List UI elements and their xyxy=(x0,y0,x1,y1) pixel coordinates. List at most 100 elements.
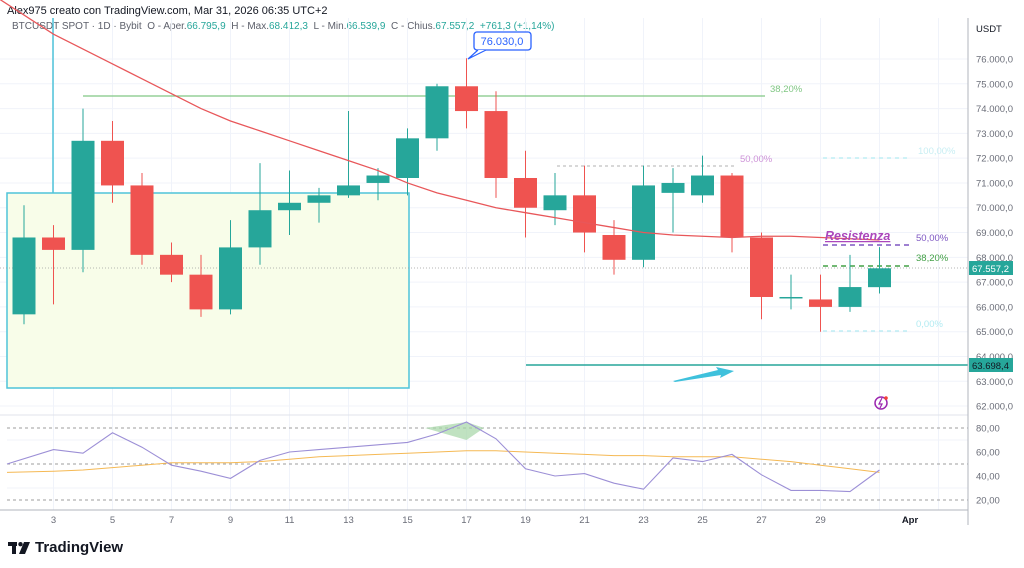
candle-body[interactable] xyxy=(278,202,301,211)
fib-100-label: 100,00% xyxy=(918,146,956,157)
tradingview-logo-icon xyxy=(8,541,30,554)
time-tick: 17 xyxy=(461,515,472,526)
interval[interactable]: 1D xyxy=(97,21,111,32)
price-tick: 70.000,0 xyxy=(976,203,1013,214)
price-tick: 64.000,0 xyxy=(976,352,1013,363)
candle-body[interactable] xyxy=(71,140,95,250)
price-tick: 72.000,0 xyxy=(976,154,1013,165)
time-axis[interactable]: 3 5 7 9 11 13 15 17 19 21 23 25 27 29 Apr xyxy=(51,515,919,526)
candle-body[interactable] xyxy=(12,237,36,315)
rsi-tick: 80,00 xyxy=(976,424,1000,435)
candle-body[interactable] xyxy=(130,185,154,255)
tradingview-logo[interactable]: TradingView xyxy=(8,539,123,556)
rsi-ma-line[interactable] xyxy=(6,450,880,473)
candle-body[interactable] xyxy=(484,111,508,178)
time-tick: 19 xyxy=(520,515,531,526)
high-label: H - Max. xyxy=(231,21,269,32)
candle-body[interactable] xyxy=(632,185,655,260)
rsi-tick: 20,00 xyxy=(976,496,1000,507)
time-tick: 21 xyxy=(579,515,590,526)
change-value: +761,3 (+1,14%) xyxy=(479,21,555,32)
time-tick: 3 xyxy=(51,515,56,526)
candle-body[interactable] xyxy=(661,182,685,193)
open-value: 66.795,9 xyxy=(186,21,226,32)
candle-body[interactable] xyxy=(455,86,478,112)
candle-body[interactable] xyxy=(337,185,360,196)
high-callout[interactable]: 76.030,0 xyxy=(467,31,532,60)
rsi-tick: 60,00 xyxy=(976,448,1000,459)
rsi-overbought-fill xyxy=(425,422,484,440)
fib-0-label: 0,00% xyxy=(916,319,943,330)
low-value: 66.539,9 xyxy=(346,21,386,32)
candle-body[interactable] xyxy=(602,235,626,260)
candle-body[interactable] xyxy=(838,287,862,307)
last-price-badge: 67.557,2 xyxy=(969,261,1013,275)
candle-body[interactable] xyxy=(720,175,744,238)
level-price-badge: 63.698,4 xyxy=(969,358,1013,372)
candle-body[interactable] xyxy=(425,86,449,139)
currency-label: USDT xyxy=(976,24,1002,35)
price-tick: 67.000,0 xyxy=(976,278,1013,289)
time-tick: Apr xyxy=(902,515,919,526)
candle-body[interactable] xyxy=(42,237,65,250)
moving-average-line[interactable] xyxy=(0,0,880,241)
candle-body[interactable] xyxy=(366,175,390,183)
candle-body[interactable] xyxy=(573,195,596,233)
rsi-tick: 40,00 xyxy=(976,472,1000,483)
close-label: C - Chius. xyxy=(390,21,436,32)
author-line: Alex975 creato con TradingView.com, Mar … xyxy=(7,5,328,17)
candle-body[interactable] xyxy=(307,195,331,203)
time-tick: 29 xyxy=(815,515,826,526)
price-tick: 69.000,0 xyxy=(976,228,1013,239)
price-tick: 76.000,0 xyxy=(976,55,1013,66)
time-tick: 9 xyxy=(228,515,233,526)
time-tick: 13 xyxy=(343,515,354,526)
symbol-name[interactable]: BTCUSDT SPOT xyxy=(12,21,89,32)
candle-body[interactable] xyxy=(189,274,213,310)
candle-body[interactable] xyxy=(543,195,567,211)
price-tick: 63.000,0 xyxy=(976,377,1013,388)
candle-body[interactable] xyxy=(219,247,242,310)
open-label: O - Aper. xyxy=(147,21,187,32)
low-label: L - Min. xyxy=(313,21,347,32)
price-axis[interactable]: 76.000,0 75.000,0 74.000,0 73.000,0 72.000,0… xyxy=(976,55,1013,413)
price-tick: 75.000,0 xyxy=(976,79,1013,90)
candle-body[interactable] xyxy=(750,237,773,297)
candlesticks xyxy=(12,58,891,332)
candle-body[interactable] xyxy=(101,140,124,186)
resistance-label[interactable]: Resistenza xyxy=(825,229,890,243)
price-tick: 74.000,0 xyxy=(976,104,1013,115)
level-price-text: 63.698,4 xyxy=(972,361,1009,372)
symbol-legend: BTCUSDT SPOT · 1D · Bybit O - Aper.66.79… xyxy=(12,21,555,32)
candle-body[interactable] xyxy=(396,138,419,178)
price-tick: 66.000,0 xyxy=(976,302,1013,313)
price-tick: 71.000,0 xyxy=(976,178,1013,189)
candle-body[interactable] xyxy=(779,296,803,299)
price-tick: 62.000,0 xyxy=(976,402,1013,413)
lightning-icon[interactable] xyxy=(874,396,888,410)
candle-body[interactable] xyxy=(809,299,832,307)
last-price-text: 67.557,2 xyxy=(972,264,1009,275)
price-tick: 73.000,0 xyxy=(976,129,1013,140)
close-value: 67.557,2 xyxy=(435,21,475,32)
rsi-axis[interactable]: 80,00 60,00 40,00 20,00 xyxy=(976,424,1000,507)
candle-body[interactable] xyxy=(248,210,272,248)
candle-body[interactable] xyxy=(160,254,183,275)
candle-body[interactable] xyxy=(514,177,537,208)
time-tick: 23 xyxy=(638,515,649,526)
fib-50-label: 50,00% xyxy=(916,233,949,244)
price-tick: 65.000,0 xyxy=(976,327,1013,338)
time-tick: 25 xyxy=(697,515,708,526)
high-callout-text: 76.030,0 xyxy=(481,36,524,48)
time-tick: 11 xyxy=(285,515,295,526)
logo-text: TradingView xyxy=(35,539,124,556)
candle-body[interactable] xyxy=(691,175,714,196)
fib-50-label-upper: 50,00% xyxy=(740,154,773,165)
exchange: Bybit xyxy=(119,21,142,32)
rsi-line[interactable] xyxy=(6,421,880,493)
trend-arrow-icon[interactable] xyxy=(673,367,734,382)
candle-body[interactable] xyxy=(868,268,891,288)
fib-38-label: 38,20% xyxy=(770,84,803,95)
time-tick: 15 xyxy=(402,515,413,526)
